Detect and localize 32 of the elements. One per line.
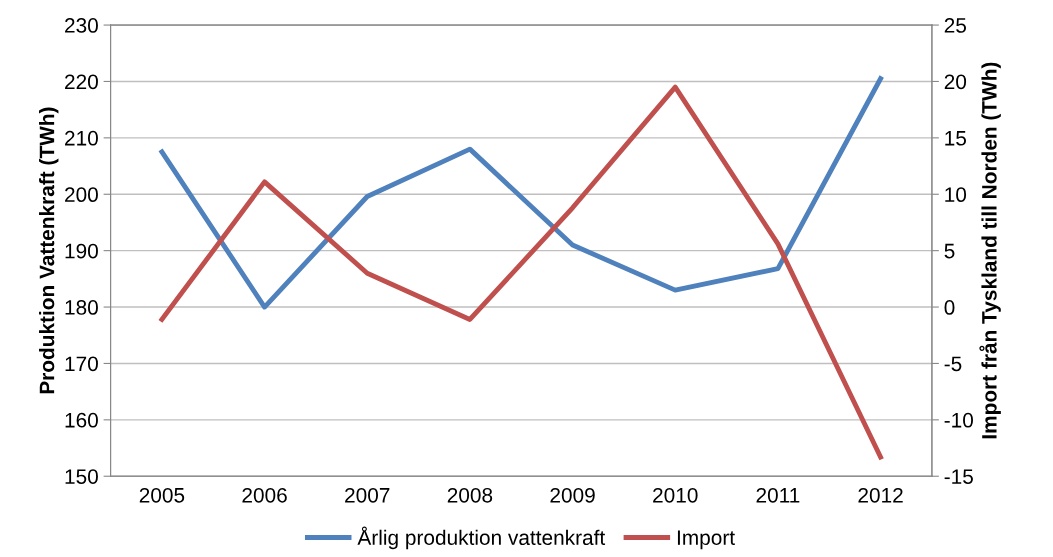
y-tick-label: 180 — [65, 300, 98, 315]
y-tick-label: 160 — [65, 412, 98, 428]
y2-tick-label: -5 — [944, 356, 962, 372]
y2-tick-label: 15 — [945, 131, 967, 146]
y2-axis-title: Import från Tyskland till Norden (TWh) — [979, 62, 1001, 439]
x-tick-label: 2008 — [447, 487, 493, 503]
legend-label: Import — [677, 530, 735, 550]
y-tick-label: 200 — [65, 187, 98, 203]
x-tick-label: 2012 — [858, 487, 903, 503]
y-tick-label: 220 — [65, 74, 98, 90]
y2-tick-label: 5 — [944, 243, 955, 259]
y2-tick-label: 0 — [944, 300, 955, 315]
y2-tick-label: -15 — [944, 469, 973, 484]
x-tick-label: 2007 — [345, 487, 390, 503]
y-tick-label: 150 — [65, 469, 98, 484]
y2-tick-label: 10 — [945, 187, 967, 203]
x-tick-label: 2011 — [756, 487, 800, 503]
y-tick-label: 190 — [65, 243, 98, 259]
line-series — [159, 76, 883, 310]
y2-tick-label: 25 — [944, 18, 967, 33]
legend-label: Årlig produktion vattenkraft — [357, 526, 606, 550]
y-tick-label: 210 — [65, 130, 98, 146]
x-tick-label: 2006 — [242, 487, 287, 503]
x-tick-label: 2010 — [653, 487, 698, 503]
y-tick-label: 230 — [65, 18, 98, 33]
line-series — [159, 84, 883, 460]
x-tick-label: 2009 — [550, 487, 595, 503]
y2-tick-label: -10 — [944, 412, 974, 428]
y-axis-title: Produktion Vattenkraft (TWh) — [39, 107, 59, 394]
x-tick-label: 2005 — [139, 487, 185, 503]
y-tick-label: 170 — [65, 356, 98, 372]
y2-tick-label: 20 — [944, 74, 967, 90]
